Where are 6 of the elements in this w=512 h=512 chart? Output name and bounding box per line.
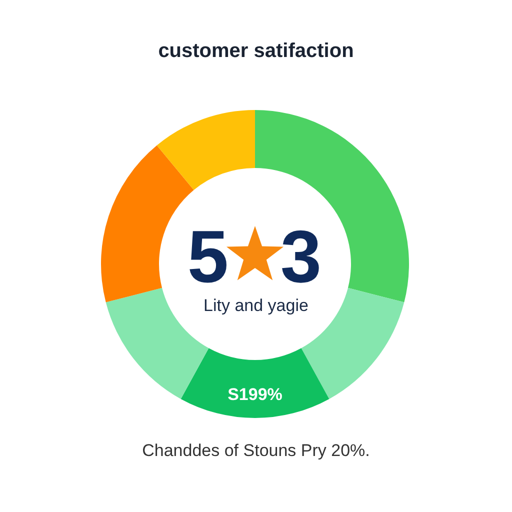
chart-title: customer satifaction [158, 40, 354, 62]
slice-label: S199% [228, 385, 282, 404]
text: 3 [280, 215, 322, 298]
text: Lity and yagie [204, 296, 308, 315]
text: Chanddes of Stouns Pry 20%. [142, 441, 370, 460]
text: 5 [187, 215, 229, 298]
